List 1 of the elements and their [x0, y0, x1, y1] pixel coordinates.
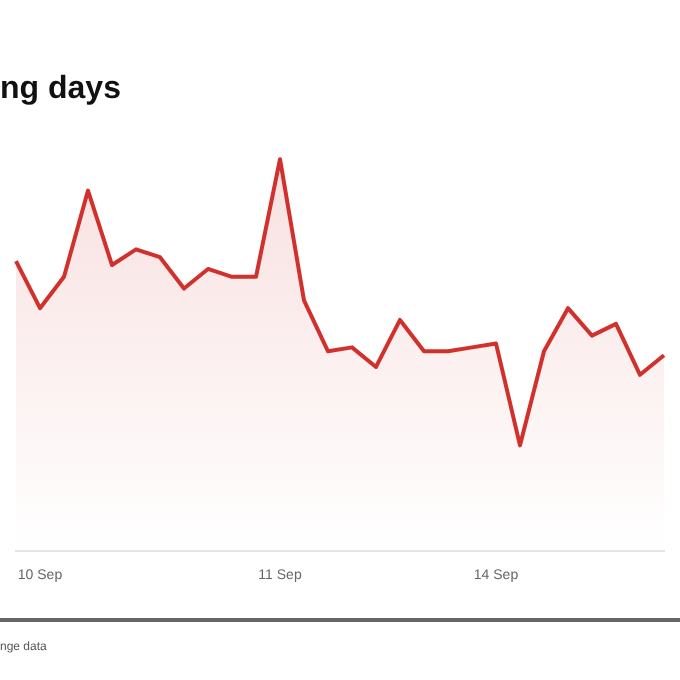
chart-title: ng days — [0, 72, 121, 108]
